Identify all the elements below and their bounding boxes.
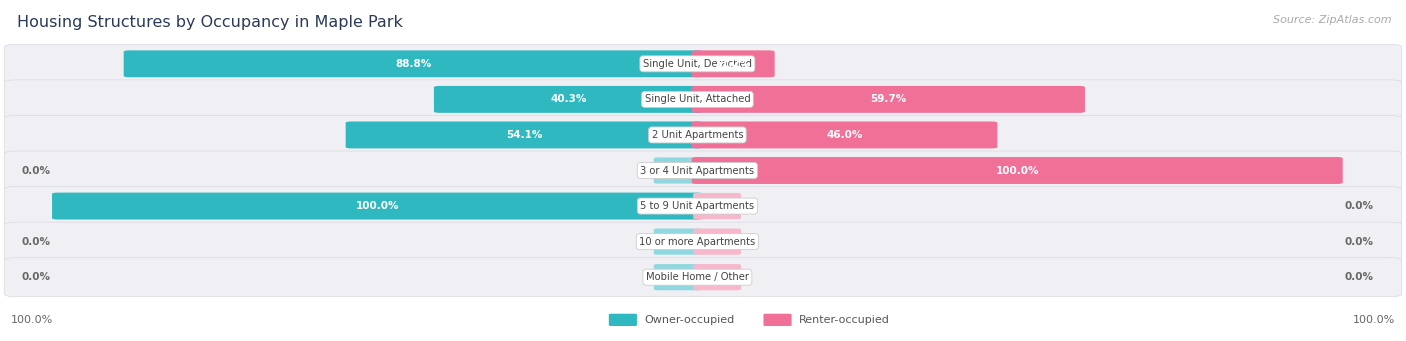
- FancyBboxPatch shape: [692, 50, 775, 77]
- Text: Housing Structures by Occupancy in Maple Park: Housing Structures by Occupancy in Maple…: [17, 15, 402, 30]
- Text: Single Unit, Attached: Single Unit, Attached: [644, 94, 751, 104]
- Text: 11.2%: 11.2%: [716, 59, 751, 69]
- Text: 100.0%: 100.0%: [1353, 315, 1395, 325]
- Text: 100.0%: 100.0%: [11, 315, 53, 325]
- FancyBboxPatch shape: [692, 157, 1343, 184]
- FancyBboxPatch shape: [4, 187, 1402, 225]
- FancyBboxPatch shape: [346, 121, 703, 148]
- FancyBboxPatch shape: [654, 158, 702, 183]
- Text: Owner-occupied: Owner-occupied: [644, 315, 734, 325]
- Text: 5 to 9 Unit Apartments: 5 to 9 Unit Apartments: [640, 201, 755, 211]
- FancyBboxPatch shape: [4, 258, 1402, 297]
- FancyBboxPatch shape: [654, 264, 702, 290]
- FancyBboxPatch shape: [4, 151, 1402, 190]
- FancyBboxPatch shape: [124, 50, 703, 77]
- Text: 40.3%: 40.3%: [550, 94, 586, 104]
- FancyBboxPatch shape: [692, 86, 1085, 113]
- Text: 59.7%: 59.7%: [870, 94, 907, 104]
- Text: 10 or more Apartments: 10 or more Apartments: [640, 237, 755, 247]
- FancyBboxPatch shape: [434, 86, 703, 113]
- Text: Single Unit, Detached: Single Unit, Detached: [643, 59, 752, 69]
- Text: 0.0%: 0.0%: [21, 237, 51, 247]
- Text: 3 or 4 Unit Apartments: 3 or 4 Unit Apartments: [640, 165, 755, 176]
- Text: 0.0%: 0.0%: [21, 272, 51, 282]
- Text: 46.0%: 46.0%: [827, 130, 863, 140]
- FancyBboxPatch shape: [693, 228, 741, 255]
- FancyBboxPatch shape: [609, 314, 637, 326]
- Text: Renter-occupied: Renter-occupied: [799, 315, 890, 325]
- FancyBboxPatch shape: [4, 80, 1402, 119]
- Text: 54.1%: 54.1%: [506, 130, 543, 140]
- FancyBboxPatch shape: [693, 193, 741, 219]
- Text: 0.0%: 0.0%: [1344, 272, 1374, 282]
- FancyBboxPatch shape: [4, 222, 1402, 261]
- FancyBboxPatch shape: [4, 116, 1402, 154]
- Text: Source: ZipAtlas.com: Source: ZipAtlas.com: [1274, 15, 1392, 25]
- Text: 100.0%: 100.0%: [995, 165, 1039, 176]
- FancyBboxPatch shape: [763, 314, 792, 326]
- Text: 2 Unit Apartments: 2 Unit Apartments: [651, 130, 744, 140]
- Text: 0.0%: 0.0%: [21, 165, 51, 176]
- Text: 0.0%: 0.0%: [1344, 201, 1374, 211]
- FancyBboxPatch shape: [654, 228, 702, 255]
- Text: 88.8%: 88.8%: [395, 59, 432, 69]
- FancyBboxPatch shape: [52, 193, 703, 220]
- FancyBboxPatch shape: [693, 264, 741, 290]
- Text: 0.0%: 0.0%: [1344, 237, 1374, 247]
- FancyBboxPatch shape: [692, 121, 997, 148]
- FancyBboxPatch shape: [4, 44, 1402, 83]
- Text: 100.0%: 100.0%: [356, 201, 399, 211]
- Text: Mobile Home / Other: Mobile Home / Other: [645, 272, 749, 282]
